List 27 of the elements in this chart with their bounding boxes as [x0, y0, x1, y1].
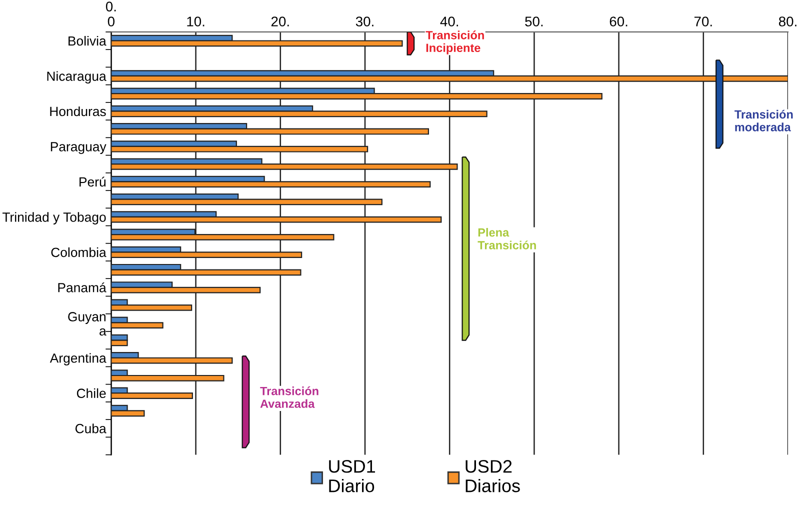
x-tick-label: 10. — [187, 16, 204, 26]
x-tick-label: 80. — [778, 16, 796, 26]
y-tick-label: Chile — [76, 388, 106, 398]
y-tick-label: Trinidad y Tobago — [2, 212, 106, 224]
annotation: Transición Incipiente — [426, 30, 484, 54]
x-tick-label: 60. — [610, 16, 628, 26]
y-tick-label: Paraguay — [50, 142, 106, 154]
x-tick-label: 50. — [525, 16, 543, 26]
y-tick-label: Bolivia — [68, 36, 106, 46]
y-tick-label: Guyan a — [68, 312, 106, 336]
legend-label: USD2 Diarios — [466, 460, 520, 492]
annotation: Transición Avanzada — [260, 386, 318, 408]
y-tick-label: Argentina — [50, 353, 106, 366]
x-tick-label: 30. — [356, 16, 374, 26]
x-tick-label: 70. — [694, 16, 712, 26]
legend-label: USD1 Diario — [329, 460, 375, 492]
x-tick-label: 40. — [440, 16, 458, 26]
y-tick-label: Honduras — [50, 106, 106, 116]
y-tick-label: Perú — [80, 176, 106, 187]
y-tick-label: Nicaragua — [47, 71, 106, 84]
annotation: Transición moderada — [734, 110, 793, 132]
y-tick-label: Cuba — [75, 424, 106, 434]
y-tick-label: Panamá — [58, 282, 106, 292]
x-tick-label: 0. 0 — [106, 2, 116, 26]
x-tick-label: 20. — [271, 16, 289, 26]
annotation: Plena Transición — [478, 228, 536, 250]
y-tick-label: Colombia — [51, 247, 106, 258]
